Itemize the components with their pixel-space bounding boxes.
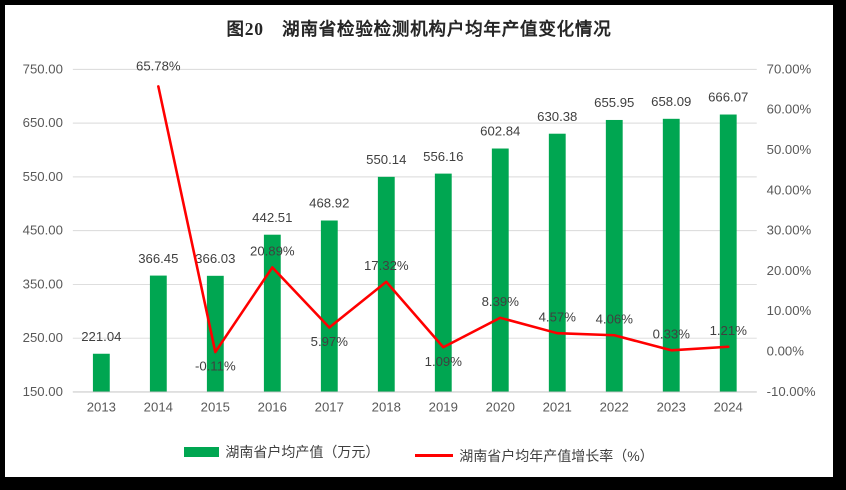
svg-text:2018: 2018 [372,400,401,415]
svg-text:2017: 2017 [315,400,344,415]
svg-text:602.84: 602.84 [480,124,520,139]
svg-text:2019: 2019 [429,400,458,415]
svg-text:655.95: 655.95 [594,95,634,110]
svg-text:20.00%: 20.00% [767,263,812,278]
svg-text:450.00: 450.00 [23,223,63,238]
svg-text:-0.11%: -0.11% [195,359,236,374]
svg-text:2014: 2014 [144,400,173,415]
svg-text:0.00%: 0.00% [767,344,805,359]
svg-text:650.00: 650.00 [23,115,63,130]
svg-text:750.00: 750.00 [23,61,63,76]
svg-text:350.00: 350.00 [23,276,63,291]
svg-text:4.06%: 4.06% [596,311,634,326]
svg-text:150.00: 150.00 [23,384,63,399]
svg-text:0.33%: 0.33% [653,327,691,342]
svg-text:2016: 2016 [258,400,287,415]
svg-text:366.45: 366.45 [138,251,178,266]
svg-text:2020: 2020 [486,400,515,415]
svg-text:658.09: 658.09 [651,94,691,109]
svg-text:221.04: 221.04 [81,329,121,344]
svg-text:442.51: 442.51 [252,210,292,225]
svg-text:550.14: 550.14 [366,152,406,167]
svg-text:60.00%: 60.00% [767,102,812,117]
svg-text:2015: 2015 [201,400,230,415]
svg-text:366.03: 366.03 [195,251,235,266]
svg-text:250.00: 250.00 [23,330,63,345]
svg-text:10.00%: 10.00% [767,303,812,318]
svg-text:2023: 2023 [657,400,686,415]
svg-text:556.16: 556.16 [423,149,463,164]
svg-text:8.39%: 8.39% [482,294,520,309]
svg-text:2013: 2013 [87,400,116,415]
svg-text:1.21%: 1.21% [710,323,748,338]
svg-text:30.00%: 30.00% [767,223,812,238]
svg-text:4.57%: 4.57% [539,309,577,324]
svg-text:666.07: 666.07 [708,90,748,105]
svg-text:65.78%: 65.78% [136,59,181,74]
svg-text:-10.00%: -10.00% [767,384,816,399]
svg-text:50.00%: 50.00% [767,142,812,157]
svg-text:2022: 2022 [600,400,629,415]
svg-text:1.09%: 1.09% [425,354,463,369]
svg-text:70.00%: 70.00% [767,61,812,76]
svg-text:2024: 2024 [714,400,743,415]
svg-text:40.00%: 40.00% [767,182,812,197]
svg-text:5.97%: 5.97% [311,334,349,349]
svg-text:20.89%: 20.89% [250,244,295,259]
svg-text:2021: 2021 [543,400,572,415]
svg-text:17.32%: 17.32% [364,258,409,273]
svg-text:468.92: 468.92 [309,196,349,211]
svg-text:630.38: 630.38 [537,109,577,124]
svg-text:550.00: 550.00 [23,169,63,184]
